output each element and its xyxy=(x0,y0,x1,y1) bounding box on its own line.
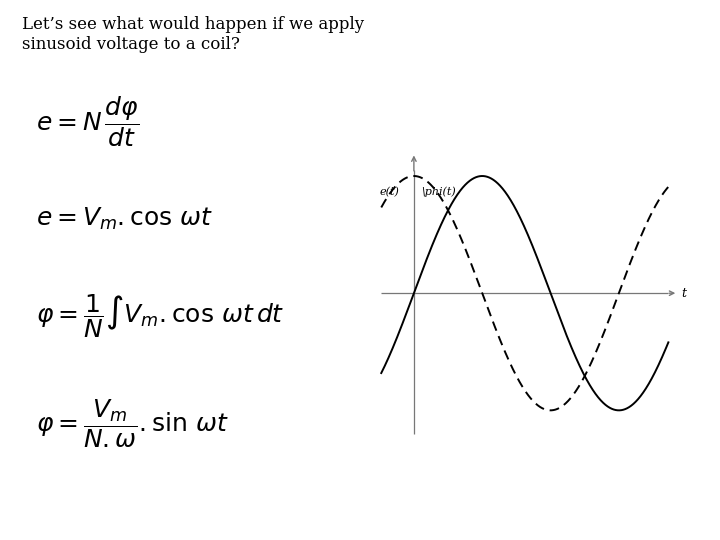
Text: \phi(t): \phi(t) xyxy=(421,186,456,197)
Text: $\varphi = \dfrac{V_m}{N{.}\omega}{.}\sin\,\omega t$: $\varphi = \dfrac{V_m}{N{.}\omega}{.}\si… xyxy=(36,398,229,450)
Text: t: t xyxy=(681,287,686,300)
Text: Let’s see what would happen if we apply
sinusoid voltage to a coil?: Let’s see what would happen if we apply … xyxy=(22,16,364,53)
Text: $e = V_m{.}\cos\,\omega t$: $e = V_m{.}\cos\,\omega t$ xyxy=(36,206,213,232)
Text: $e = N\,\dfrac{d\varphi}{dt}$: $e = N\,\dfrac{d\varphi}{dt}$ xyxy=(36,94,139,149)
Text: e(t): e(t) xyxy=(379,187,399,197)
Text: $\varphi = \dfrac{1}{N}\int V_m{.}\cos\,\omega t\,dt$: $\varphi = \dfrac{1}{N}\int V_m{.}\cos\,… xyxy=(36,292,284,340)
